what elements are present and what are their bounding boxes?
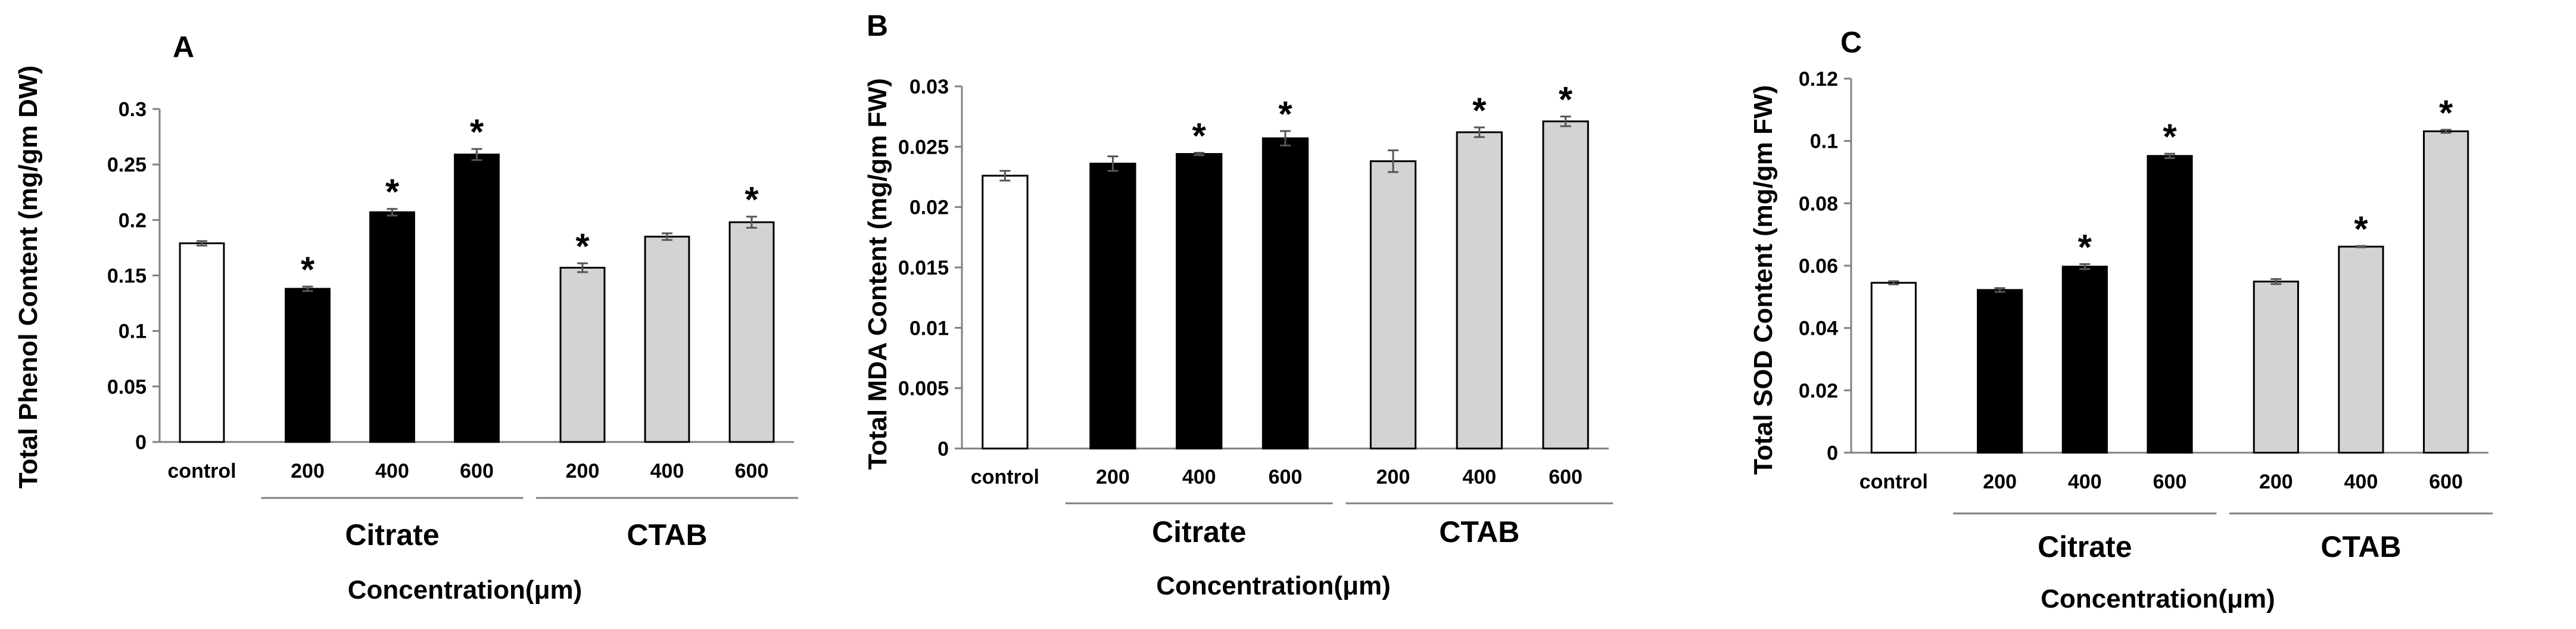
bar bbox=[982, 175, 1029, 450]
category-label: control bbox=[1859, 471, 1928, 493]
y-tick-label: 0.04 bbox=[1799, 317, 1838, 340]
bar bbox=[1870, 282, 1917, 454]
y-tick-label: 0 bbox=[135, 431, 147, 454]
y-tick-label: 0 bbox=[937, 438, 949, 460]
x-axis-title: Concentration(μm) bbox=[348, 575, 583, 605]
bar bbox=[1977, 289, 2023, 454]
group-label: CTAB bbox=[2320, 530, 2401, 563]
category-label: 600 bbox=[460, 460, 494, 482]
category-label: 400 bbox=[650, 460, 684, 482]
bar bbox=[728, 221, 775, 443]
group-label: CTAB bbox=[1439, 515, 1519, 549]
significance-marker: * bbox=[301, 250, 315, 289]
chart-panel-a: A 0 0.05 0.1 0.15 0.2 0.25 0.3 Total Phenol Cont… bbox=[14, 30, 799, 605]
y-tick-label: 0.15 bbox=[107, 265, 147, 288]
category-label: 200 bbox=[1983, 471, 2017, 493]
category-label: 400 bbox=[375, 460, 409, 482]
category-label: 200 bbox=[2259, 471, 2293, 493]
group-label: CTAB bbox=[627, 518, 707, 552]
significance-marker: * bbox=[1559, 80, 1573, 120]
category-label: 400 bbox=[1182, 466, 1216, 488]
significance-marker: * bbox=[2078, 227, 2092, 267]
panel-label: B bbox=[867, 9, 888, 42]
bar bbox=[1369, 160, 1417, 450]
y-tick-label: 0.015 bbox=[898, 257, 949, 279]
significance-marker: * bbox=[385, 172, 400, 212]
panel-label: A bbox=[173, 30, 194, 64]
y-tick-label: 0.1 bbox=[1810, 130, 1838, 153]
y-tick-label: 0.02 bbox=[909, 197, 949, 219]
y-tick-label: 0.05 bbox=[107, 376, 147, 398]
significance-marker: * bbox=[2439, 93, 2453, 133]
bar bbox=[2253, 281, 2299, 454]
bar bbox=[1456, 131, 1503, 450]
bar bbox=[559, 266, 606, 443]
category-label: control bbox=[167, 460, 236, 482]
bar bbox=[1176, 152, 1223, 450]
y-tick-label: 0.025 bbox=[898, 136, 949, 158]
y-tick-label: 0.2 bbox=[119, 209, 147, 232]
panel-label: C bbox=[1840, 26, 1862, 59]
y-tick-label: 0.06 bbox=[1799, 255, 1838, 278]
significance-marker: * bbox=[745, 180, 759, 220]
bar bbox=[2147, 155, 2193, 454]
bar bbox=[644, 235, 690, 443]
category-label: 600 bbox=[2429, 471, 2463, 493]
x-axis-title: Concentration(μm) bbox=[1156, 571, 1391, 600]
category-label: 200 bbox=[1376, 466, 1410, 488]
significance-marker: * bbox=[2163, 117, 2177, 157]
y-tick-label: 0.03 bbox=[909, 76, 949, 98]
category-label: 600 bbox=[2153, 471, 2187, 493]
bar bbox=[179, 242, 225, 443]
category-label: 200 bbox=[291, 460, 325, 482]
y-tick-label: 0.02 bbox=[1799, 379, 1838, 402]
group-label: Citrate bbox=[1152, 515, 1246, 549]
group-label: Citrate bbox=[345, 518, 439, 552]
bar bbox=[2423, 130, 2469, 454]
y-axis-title: Total MDA Content (mg/gm FW) bbox=[863, 78, 892, 469]
significance-marker: * bbox=[575, 226, 590, 266]
significance-marker: * bbox=[2354, 209, 2368, 249]
y-tick-label: 0.005 bbox=[898, 378, 949, 400]
category-label: control bbox=[971, 466, 1039, 488]
bar bbox=[454, 153, 500, 443]
category-label: 600 bbox=[735, 460, 769, 482]
x-axis-title: Concentration(μm) bbox=[2041, 584, 2275, 614]
category-label: 400 bbox=[2344, 471, 2378, 493]
significance-marker: * bbox=[1472, 91, 1487, 130]
significance-marker: * bbox=[1278, 94, 1292, 134]
y-tick-label: 0.1 bbox=[119, 320, 147, 343]
bar bbox=[285, 288, 331, 443]
category-label: 600 bbox=[1269, 466, 1303, 488]
bar bbox=[2061, 266, 2108, 454]
chart-panel-c: C 0 0.02 0.04 0.06 0.08 0.1 0.12 Total SOD Conte… bbox=[1749, 26, 2493, 614]
chart-panel-b: B 0 0.005 0.01 0.015 0.02 0.025 0.03 Total MDA C… bbox=[863, 9, 1613, 600]
y-axis-title: Total Phenol Content (mg/gm DW) bbox=[14, 66, 43, 488]
category-label: 400 bbox=[2068, 471, 2102, 493]
y-tick-label: 0 bbox=[1827, 442, 1838, 465]
y-tick-label: 0.08 bbox=[1799, 192, 1838, 215]
significance-marker: * bbox=[470, 112, 484, 152]
bar bbox=[2338, 245, 2384, 454]
significance-marker: * bbox=[1192, 116, 1207, 155]
group-label: Citrate bbox=[2038, 530, 2132, 563]
y-axis-title: Total SOD Content (mg/gm FW) bbox=[1749, 85, 1778, 475]
category-label: 400 bbox=[1462, 466, 1496, 488]
y-tick-label: 0.12 bbox=[1799, 68, 1838, 91]
bar bbox=[1261, 137, 1309, 450]
bar bbox=[1089, 163, 1136, 450]
category-label: 600 bbox=[1549, 466, 1583, 488]
category-label: 200 bbox=[566, 460, 600, 482]
bar bbox=[1542, 120, 1589, 450]
y-tick-label: 0.25 bbox=[107, 154, 147, 176]
y-tick-label: 0.01 bbox=[909, 317, 949, 340]
category-label: 200 bbox=[1096, 466, 1130, 488]
bar bbox=[369, 211, 415, 443]
y-tick-label: 0.3 bbox=[119, 98, 147, 121]
